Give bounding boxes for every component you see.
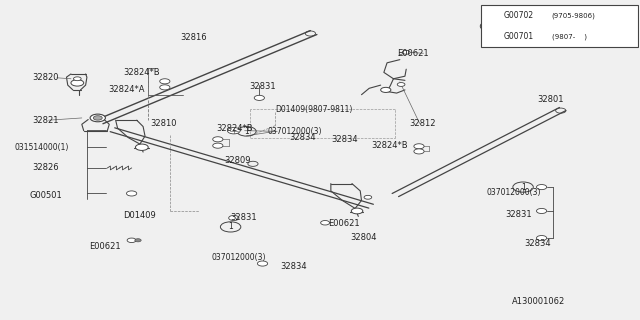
Text: 32831: 32831: [230, 213, 257, 222]
Circle shape: [321, 220, 330, 225]
Text: 32834: 32834: [289, 132, 316, 141]
Text: 32816: 32816: [180, 33, 207, 42]
Circle shape: [74, 77, 81, 81]
Text: 32824*B: 32824*B: [371, 141, 408, 150]
Circle shape: [212, 137, 223, 142]
Text: G00701: G00701: [504, 32, 534, 41]
Text: 32834: 32834: [524, 239, 551, 248]
Text: 32831: 32831: [505, 210, 532, 219]
Text: 32834: 32834: [280, 262, 307, 271]
Circle shape: [414, 149, 424, 154]
Circle shape: [160, 79, 170, 84]
Text: 32826: 32826: [33, 164, 60, 172]
Circle shape: [414, 144, 424, 149]
Text: 037012000(3): 037012000(3): [486, 188, 541, 197]
Circle shape: [127, 238, 136, 243]
Text: (9705-9806): (9705-9806): [552, 12, 596, 19]
Circle shape: [127, 191, 137, 196]
Circle shape: [397, 83, 405, 86]
Text: 1: 1: [244, 127, 249, 136]
Text: E00621: E00621: [328, 219, 359, 228]
Circle shape: [364, 196, 372, 199]
Text: E00621: E00621: [397, 49, 428, 58]
Circle shape: [536, 236, 547, 241]
Circle shape: [160, 85, 170, 90]
Text: 32820: 32820: [33, 73, 59, 82]
Text: 32824*A: 32824*A: [108, 85, 145, 94]
Circle shape: [536, 185, 547, 190]
Text: 32809: 32809: [224, 156, 251, 164]
Circle shape: [254, 95, 264, 100]
Circle shape: [228, 215, 239, 220]
Text: G00702: G00702: [504, 11, 534, 20]
Circle shape: [71, 80, 84, 86]
Text: G00501: G00501: [29, 190, 62, 200]
FancyBboxPatch shape: [481, 5, 638, 47]
Circle shape: [403, 50, 410, 54]
Text: 32834: 32834: [332, 135, 358, 144]
Text: 32804: 32804: [351, 233, 377, 242]
Text: 32801: 32801: [537, 95, 564, 104]
Circle shape: [212, 143, 223, 148]
Text: 1: 1: [489, 22, 493, 31]
Circle shape: [93, 116, 102, 120]
Text: 037012000(3): 037012000(3): [211, 253, 266, 262]
Circle shape: [257, 261, 268, 266]
Text: 1: 1: [521, 183, 525, 192]
Text: 031514000(1): 031514000(1): [15, 143, 69, 152]
Circle shape: [351, 208, 363, 214]
Text: 1: 1: [228, 222, 233, 231]
Text: 32821: 32821: [33, 116, 59, 125]
Text: D01409(9807-9811): D01409(9807-9811): [275, 105, 353, 114]
Circle shape: [136, 144, 148, 150]
Text: A130001062: A130001062: [511, 297, 565, 306]
Text: 32812: 32812: [410, 119, 436, 128]
Circle shape: [536, 208, 547, 213]
Text: E00621: E00621: [89, 242, 120, 251]
Text: 32824*B: 32824*B: [124, 68, 160, 77]
Text: 32831: 32831: [250, 82, 276, 91]
Text: 32810: 32810: [151, 119, 177, 128]
Text: (9807-    ): (9807- ): [552, 33, 587, 40]
Text: 037012000(3): 037012000(3): [268, 127, 322, 136]
Text: D01409: D01409: [124, 211, 156, 220]
Circle shape: [227, 127, 240, 134]
Circle shape: [135, 239, 141, 242]
Circle shape: [381, 87, 391, 92]
Circle shape: [90, 114, 106, 122]
Text: 32824*B: 32824*B: [216, 124, 253, 133]
